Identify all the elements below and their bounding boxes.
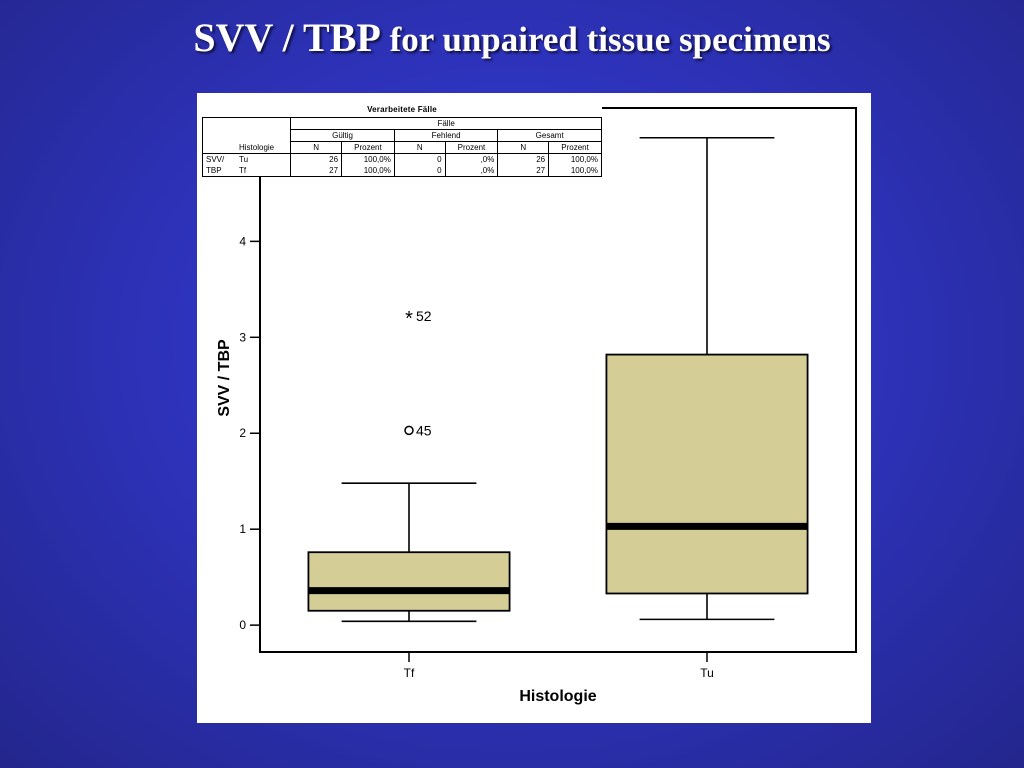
col-header-n: N (393, 141, 446, 154)
table-title: Verarbeitete Fälle (367, 105, 437, 114)
header-faelle: Fälle (290, 117, 602, 130)
y-tick-label: 2 (239, 426, 246, 440)
y-tick-label: 3 (239, 330, 246, 344)
processed-cases-table: Verarbeitete Fälle Fälle Gültig Fehlend … (202, 105, 602, 177)
outlier-point (404, 425, 414, 436)
group-label: Tf (238, 166, 247, 175)
outlier-label: 45 (416, 422, 432, 438)
col-header-n: N (290, 141, 342, 154)
variable-label: TBP (206, 166, 222, 175)
table-cell: 100,0% (341, 153, 395, 165)
x-axis-title: Histologie (519, 688, 596, 705)
x-tick-label: Tf (404, 666, 415, 680)
header-fehlend: Fehlend (393, 129, 498, 142)
col-header-prozent: Prozent (548, 141, 602, 154)
box-tu (605, 353, 809, 595)
y-axis-title: SVV / TBP (216, 339, 233, 417)
y-tick-label: 4 (239, 234, 246, 248)
boxplot-chart: SVV / TBP Histologie 0 1 2 3 4 Tf Tu 45 * 52 (216, 107, 857, 705)
col-header-n: N (497, 141, 549, 154)
table-row: TBP Tf 27 100,0% 0 ,0% 27 100,0% (203, 165, 602, 177)
extreme-point: * (405, 308, 413, 330)
group-label: Tu (238, 155, 249, 164)
table-cell: 100,0% (341, 165, 395, 177)
table-cell: 27 (290, 165, 342, 177)
slide-title: SVV / TBP for unpaired tissue specimens (0, 14, 1024, 61)
col-header-prozent: Prozent (341, 141, 395, 154)
col-header-prozent: Prozent (444, 141, 498, 154)
outlier-label: 52 (416, 308, 432, 324)
table-cell: 26 (497, 153, 549, 165)
header-gesamt: Gesamt (497, 129, 602, 142)
table-cell: ,0% (444, 153, 498, 165)
table-cell: 100,0% (548, 153, 602, 165)
y-tick-label: 0 (239, 618, 246, 632)
header-gueltig: Gültig (290, 129, 395, 142)
table-row: SVV/ Tu 26 100,0% 0 ,0% 26 100,0% (203, 153, 602, 165)
table-cell: 26 (290, 153, 342, 165)
x-tick-label: Tu (700, 666, 714, 680)
variable-label: SVV/ (206, 155, 225, 164)
box-tf (307, 551, 511, 612)
row-header-histologie: Histologie (235, 141, 291, 154)
slide-title-rest: for unpaired tissue specimens (380, 20, 831, 59)
table-cell: 0 (393, 165, 446, 177)
y-tick-label: 1 (239, 522, 246, 536)
cases-summary-table: Fälle Gültig Fehlend Gesamt Histologie N… (202, 117, 602, 177)
slide-title-main: SVV / TBP (193, 15, 381, 60)
table-cell: 0 (393, 153, 446, 165)
chart-panel: SVV / TBP Histologie 0 1 2 3 4 Tf Tu 45 * 52 Vera… (197, 93, 871, 723)
table-cell: 27 (497, 165, 549, 177)
table-cell: ,0% (444, 165, 498, 177)
table-cell: 100,0% (548, 165, 602, 177)
